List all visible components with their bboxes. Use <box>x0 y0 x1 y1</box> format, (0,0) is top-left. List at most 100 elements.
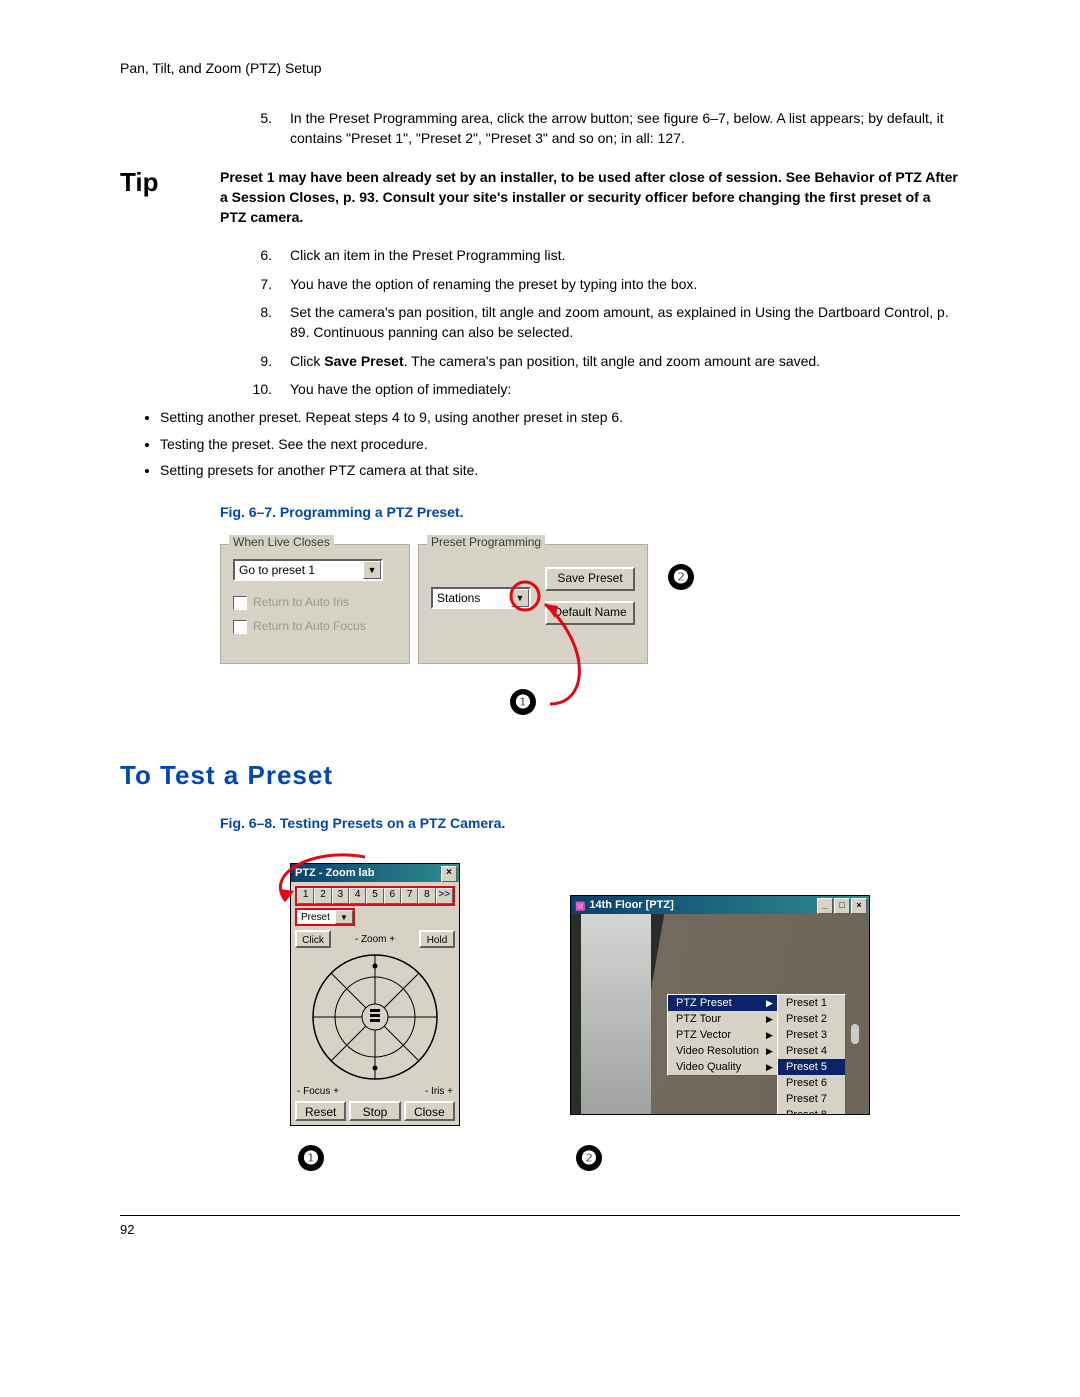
step-row: 8.Set the camera's pan position, tilt an… <box>236 302 960 343</box>
bullet-item: Setting another preset. Repeat steps 4 t… <box>160 407 960 427</box>
submenu-item[interactable]: Preset 5 <box>778 1059 845 1075</box>
tip-text: Preset 1 may have been already set by an… <box>220 167 960 228</box>
step-num: 9. <box>236 351 290 371</box>
callout-1-badge: ❶ <box>510 689 536 715</box>
preset-num-button[interactable]: 6 <box>384 888 401 904</box>
group-title: Preset Programming <box>427 535 545 549</box>
focus-label: - Focus + <box>297 1086 339 1097</box>
preset-num-button[interactable]: 5 <box>366 888 383 904</box>
step-num: 10. <box>236 379 290 399</box>
step-row: 9.Click Save Preset. The camera's pan po… <box>236 351 960 371</box>
menu-item[interactable]: Video Quality▶ <box>668 1059 777 1075</box>
default-name-button[interactable]: Default Name <box>545 601 635 625</box>
goto-preset-dropdown[interactable]: Go to preset 1 ▼ <box>233 559 383 581</box>
footer-rule <box>120 1215 960 1216</box>
step-text: Set the camera's pan position, tilt angl… <box>290 302 960 343</box>
submenu-item[interactable]: Preset 8 <box>778 1107 845 1114</box>
submenu-item[interactable]: Preset 3 <box>778 1027 845 1043</box>
preset-name-dropdown[interactable]: Stations ▼ <box>431 587 531 609</box>
chevron-down-icon[interactable]: ▼ <box>363 561 381 579</box>
preset-num-button[interactable]: 3 <box>332 888 349 904</box>
close-icon[interactable]: × <box>851 898 867 914</box>
submenu-item[interactable]: Preset 4 <box>778 1043 845 1059</box>
dropdown-value: Go to preset 1 <box>239 563 315 577</box>
preset-num-button[interactable]: 4 <box>349 888 366 904</box>
submenu-item[interactable]: Preset 6 <box>778 1075 845 1091</box>
step-text: Click Save Preset. The camera's pan posi… <box>290 351 960 371</box>
stop-button[interactable]: Stop <box>349 1101 400 1121</box>
return-auto-focus-checkbox[interactable]: Return to Auto Focus <box>233 619 366 634</box>
step-num: 5. <box>236 108 290 149</box>
menu-item[interactable]: PTZ Preset▶ <box>668 995 777 1011</box>
preset-num-button[interactable]: 8 <box>418 888 435 904</box>
section-heading: To Test a Preset <box>120 760 960 791</box>
fig-6-8: PTZ - Zoom lab × 12345678>> Preset ▼ Cli… <box>270 845 890 1175</box>
window-title: 14th Floor [PTZ] <box>589 899 673 911</box>
dropdown-value: Stations <box>437 591 480 605</box>
submenu-item[interactable]: Preset 2 <box>778 1011 845 1027</box>
tip-row: Tip Preset 1 may have been already set b… <box>120 167 960 228</box>
iris-label: - Iris + <box>425 1086 453 1097</box>
chevron-right-icon: ▶ <box>766 1062 773 1073</box>
window-buttons: _ □ × <box>817 898 867 914</box>
close-button[interactable]: Close <box>404 1101 455 1121</box>
menu-item[interactable]: PTZ Vector▶ <box>668 1027 777 1043</box>
fig-6-8-caption: Fig. 6–8. Testing Presets on a PTZ Camer… <box>220 815 960 831</box>
hold-button[interactable]: Hold <box>419 930 455 948</box>
step-text: In the Preset Programming area, click th… <box>290 108 960 149</box>
step-text: Click an item in the Preset Programming … <box>290 245 960 265</box>
menu-item[interactable]: PTZ Tour▶ <box>668 1011 777 1027</box>
ptz-panel: PTZ - Zoom lab × 12345678>> Preset ▼ Cli… <box>290 863 460 1126</box>
checkbox-icon <box>233 596 247 610</box>
camera-titlebar: ▣ 14th Floor [PTZ] _ □ × <box>571 896 869 914</box>
reset-button[interactable]: Reset <box>295 1101 346 1121</box>
fig-6-7: When Live Closes Go to preset 1 ▼ Return… <box>220 534 780 724</box>
return-auto-iris-checkbox[interactable]: Return to Auto Iris <box>233 595 349 610</box>
door-handle-graphic <box>851 1024 859 1044</box>
camera-icon: ▣ <box>575 899 585 912</box>
camera-feed[interactable]: PTZ Preset▶PTZ Tour▶PTZ Vector▶Video Res… <box>571 914 869 1114</box>
chevron-right-icon: ▶ <box>766 998 773 1009</box>
step-row: 6.Click an item in the Preset Programmin… <box>236 245 960 265</box>
checkbox-label: Return to Auto Focus <box>253 619 366 633</box>
sub-bullets: Setting another preset. Repeat steps 4 t… <box>160 407 960 480</box>
preset-submenu: Preset 1Preset 2Preset 3Preset 4Preset 5… <box>777 994 846 1114</box>
preset-dropdown[interactable]: Preset ▼ <box>295 908 355 926</box>
callout-2-badge: ❷ <box>668 564 694 590</box>
dartboard-control[interactable] <box>310 952 440 1082</box>
preset-number-row: 12345678>> <box>295 886 455 906</box>
preset-num-button[interactable]: 7 <box>401 888 418 904</box>
checkbox-label: Return to Auto Iris <box>253 595 349 609</box>
chevron-right-icon: ▶ <box>766 1014 773 1025</box>
chevron-right-icon: ▶ <box>766 1030 773 1041</box>
close-icon[interactable]: × <box>441 866 457 882</box>
window-title: PTZ - Zoom lab <box>295 867 374 879</box>
bullet-item: Setting presets for another PTZ camera a… <box>160 460 960 480</box>
running-header: Pan, Tilt, and Zoom (PTZ) Setup <box>120 60 960 76</box>
step-text: You have the option of renaming the pres… <box>290 274 960 294</box>
menu-item[interactable]: Video Resolution▶ <box>668 1043 777 1059</box>
fig-6-7-caption: Fig. 6–7. Programming a PTZ Preset. <box>220 504 960 520</box>
maximize-icon[interactable]: □ <box>834 898 850 914</box>
preset-num-button[interactable]: >> <box>436 888 453 904</box>
preset-num-button[interactable]: 2 <box>314 888 331 904</box>
callout-2-badge: ❷ <box>576 1145 602 1171</box>
when-live-closes-group: When Live Closes Go to preset 1 ▼ Return… <box>220 544 410 664</box>
callout-1-badge: ❶ <box>298 1145 324 1171</box>
chevron-down-icon[interactable]: ▼ <box>335 910 353 924</box>
context-menu: PTZ Preset▶PTZ Tour▶PTZ Vector▶Video Res… <box>667 994 778 1076</box>
step-num: 6. <box>236 245 290 265</box>
click-button[interactable]: Click <box>295 930 331 948</box>
step-5: 5. In the Preset Programming area, click… <box>236 108 960 149</box>
checkbox-icon <box>233 620 247 634</box>
submenu-item[interactable]: Preset 7 <box>778 1091 845 1107</box>
save-preset-button[interactable]: Save Preset <box>545 567 635 591</box>
preset-num-button[interactable]: 1 <box>297 888 314 904</box>
group-title: When Live Closes <box>229 535 334 549</box>
step-row: 10.You have the option of immediately: <box>236 379 960 399</box>
submenu-item[interactable]: Preset 1 <box>778 995 845 1011</box>
ptz-titlebar: PTZ - Zoom lab × <box>291 864 459 882</box>
chevron-down-icon[interactable]: ▼ <box>511 589 529 607</box>
minimize-icon[interactable]: _ <box>817 898 833 914</box>
step-num: 8. <box>236 302 290 343</box>
